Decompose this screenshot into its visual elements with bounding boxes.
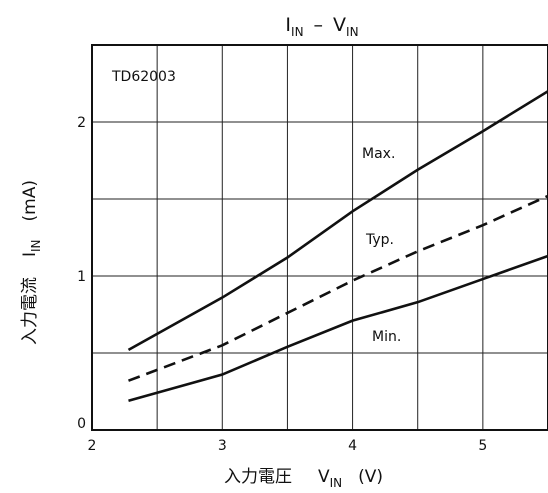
x-tick-label: 2 [88,438,97,454]
x-tick-label: 4 [348,438,357,454]
series-line-min [128,254,548,402]
x-axis-label: 入力電圧 VIN (V) [224,467,383,490]
tick-labels: 2 3 4 5 0 1 2 [77,115,487,454]
series-label-min: Min. [372,329,401,345]
series-line-max [127,90,548,352]
chart-title: IIN – VIN [285,14,358,39]
plot-frame [91,44,548,431]
part-number-label: TD62003 [111,69,176,85]
y-tick-label: 2 [77,115,86,131]
series-layer [127,90,548,402]
y-tick-label: 1 [77,269,86,285]
series-label-max: Max. [362,146,395,162]
x-tick-label: 5 [478,438,487,454]
y-axis-label: 入力電流IIN(mA) [20,180,43,345]
x-tick-label: 3 [218,438,227,454]
series-line-typ [128,194,548,382]
y-tick-label: 0 [77,416,86,432]
series-label-typ: Typ. [365,232,394,248]
grid [91,44,548,431]
